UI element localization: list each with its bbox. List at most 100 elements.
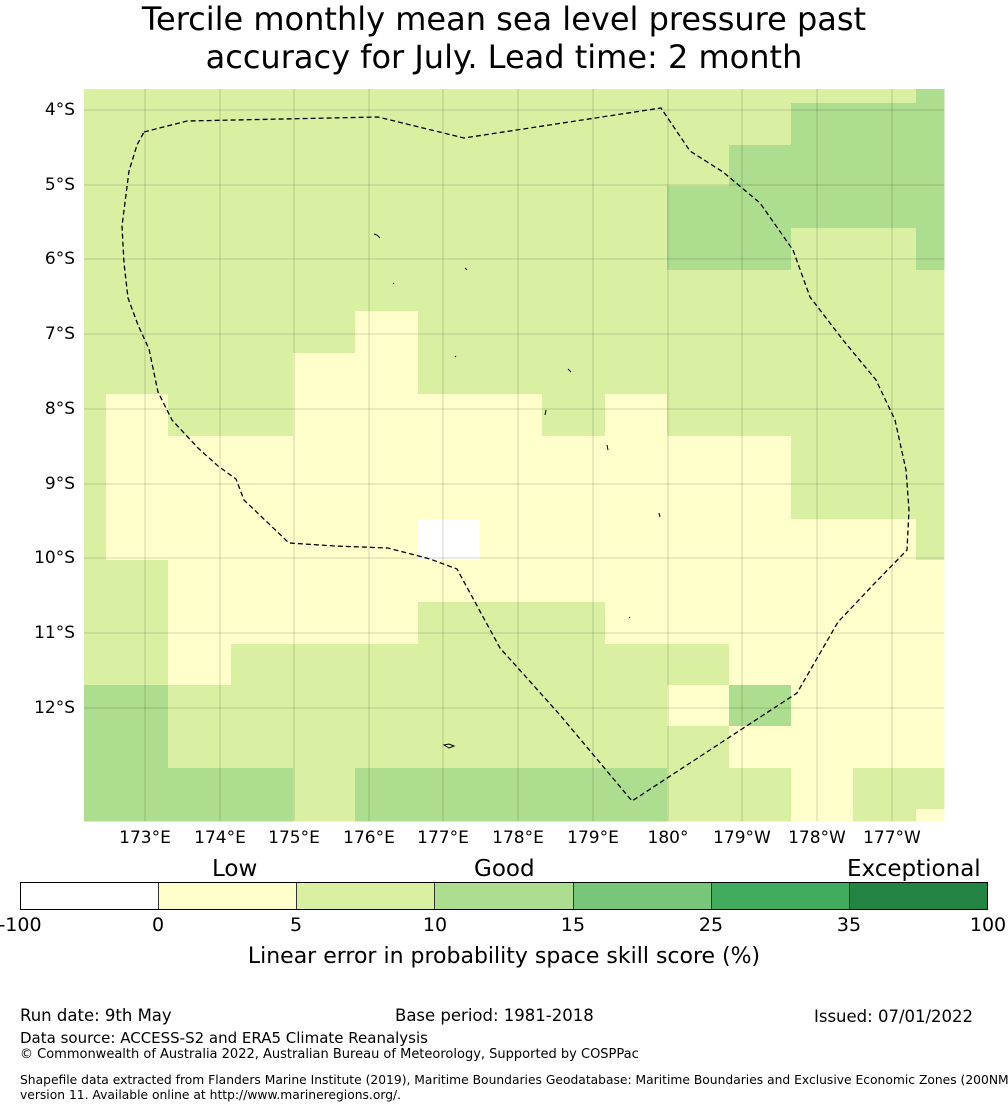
skill-cell [853,186,917,229]
skill-cell [791,270,854,312]
title-line-1: Tercile monthly mean sea level pressure … [141,0,867,38]
skill-cell [231,394,294,437]
skill-cell [293,436,356,478]
skill-cell [106,394,169,437]
island-outline [628,616,631,619]
skill-cell [729,186,792,229]
skill-cell [791,353,854,395]
skill-cell [916,103,945,146]
skill-cell [480,726,543,769]
skill-cell [418,353,481,395]
skill-cell [418,644,481,686]
skill-cell [355,726,419,769]
skill-cell [84,644,107,686]
skill-cell [418,103,481,146]
skill-cell [293,644,356,686]
skill-cell [480,477,543,520]
skill-cell [729,89,792,104]
skill-cell [729,519,792,561]
skill-cell [542,186,606,229]
skill-cell [729,394,792,437]
shapefile-credit-line-2: version 11. Available online at http://w… [20,1088,402,1102]
skill-cell [667,436,730,478]
skill-cell [542,353,606,395]
skill-cell [729,644,792,686]
skill-cell [84,560,107,603]
skill-cell [106,602,169,645]
skill-cell [84,809,107,822]
skill-cell [542,436,606,478]
skill-cell [791,726,854,769]
skill-cell [605,145,668,187]
skill-cell [729,270,792,312]
skill-cell [916,519,945,561]
island-outline [392,282,395,285]
skill-cell [605,477,668,520]
colorbar [20,882,988,910]
skill-cell [231,519,294,561]
skill-cell [168,103,232,146]
colorbar-tick: 15 [560,914,586,936]
skill-cell [106,644,169,686]
skill-cell [542,311,606,354]
skill-cell [853,768,917,810]
skill-cell [605,436,668,478]
skill-cell [916,394,945,437]
skill-cell [916,602,945,645]
longitude-label: 178°E [492,828,544,848]
skill-cell [418,270,481,312]
skill-cell [542,145,606,187]
skill-cell [293,353,356,395]
skill-cell [480,560,543,603]
skill-cell [168,270,232,312]
map-title: Tercile monthly mean sea level pressure … [0,0,1008,76]
skill-cell [542,103,606,146]
skill-cell [667,726,730,769]
skill-cell [418,228,481,271]
colorbar-tick: 10 [422,914,448,936]
skill-cell [542,726,606,769]
skill-cell [729,809,792,822]
legend-category-low: Low [212,856,258,882]
skill-cell [84,768,107,810]
skill-cell [542,768,606,810]
skill-cell [542,519,606,561]
skill-cell [667,89,730,104]
skill-cell [480,394,543,437]
skill-cell [853,477,917,520]
skill-cell [106,145,169,187]
skill-cell [355,353,419,395]
skill-cell [355,311,419,354]
skill-cell [231,103,294,146]
skill-cell [729,477,792,520]
skill-cell [791,89,854,104]
longitude-label: 177°W [863,828,921,848]
skill-cell [106,103,169,146]
skill-cell [418,89,481,104]
skill-cell [542,477,606,520]
skill-cell [605,768,668,810]
skill-cell [480,270,543,312]
skill-cell [168,477,232,520]
skill-cell [355,145,419,187]
skill-cell [84,685,107,727]
gridlines [84,89,944,821]
skill-cell [916,685,945,727]
colorbar-tick: 35 [836,914,862,936]
colorbar-segment [435,883,574,909]
skill-cell [542,394,606,437]
longitude-label: 174°E [194,828,246,848]
latitude-label: 7°S [44,324,75,344]
skill-cell [729,228,792,271]
skill-cell [418,560,481,603]
longitude-label: 177°E [417,828,469,848]
skill-cell [231,809,294,822]
skill-cell [293,228,356,271]
skill-cell [667,103,730,146]
skill-cell [853,726,917,769]
skill-cell [667,186,730,229]
skill-cell [84,353,107,395]
colorbar-segment [297,883,436,909]
skill-cell [168,311,232,354]
longitude-label: 173°E [119,828,171,848]
